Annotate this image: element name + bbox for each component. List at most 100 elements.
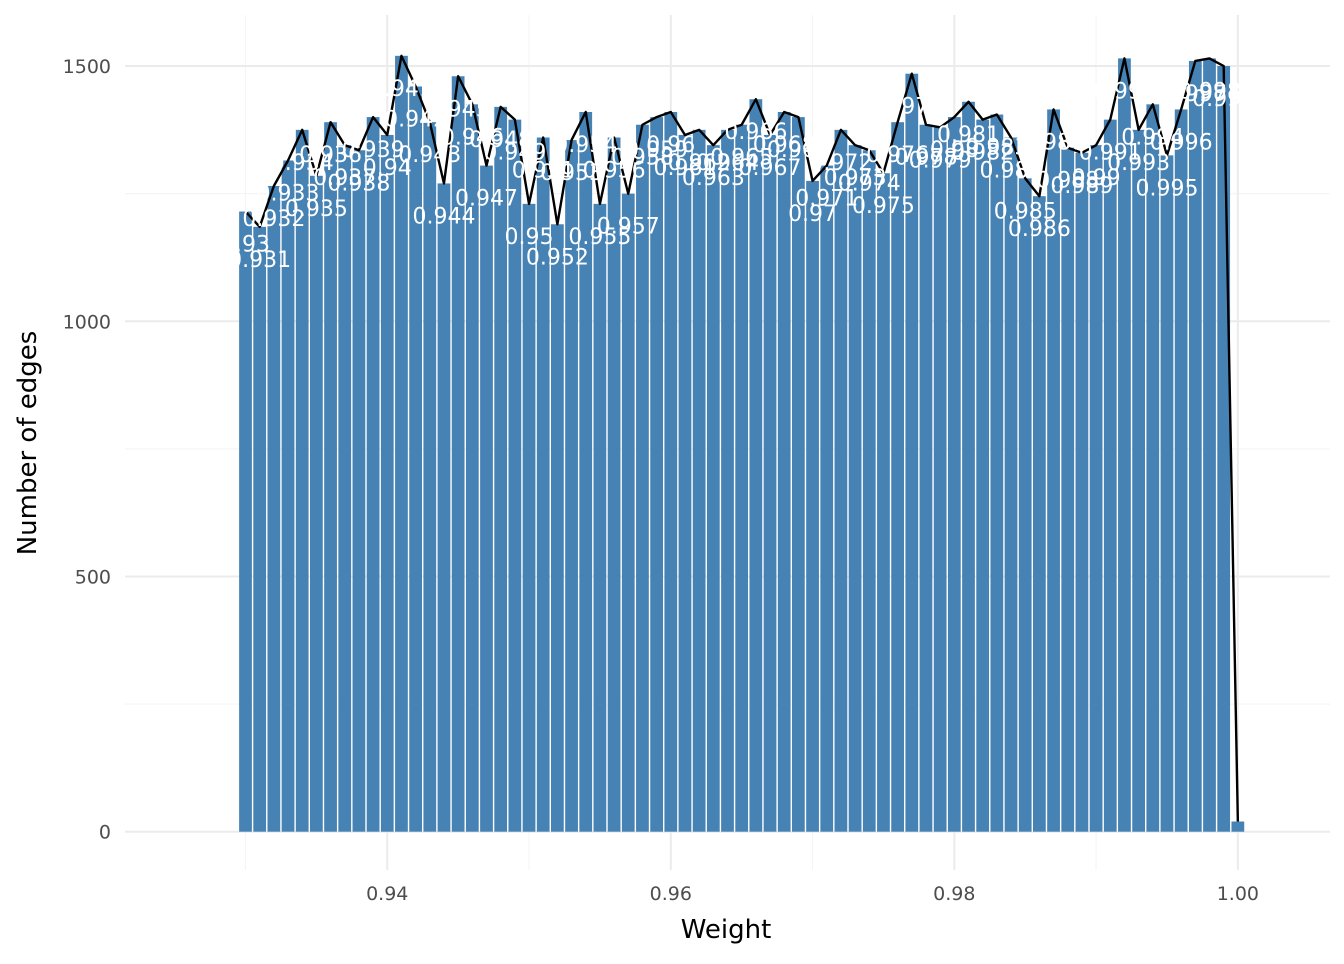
bar	[721, 129, 734, 832]
bar-value-label: 0.997	[1164, 82, 1227, 107]
bar-value-label: 0.983	[965, 136, 1028, 161]
bar	[933, 127, 947, 832]
bar-value-label: 0.972	[809, 151, 872, 176]
bar-value-label: 0.973	[824, 166, 887, 191]
bar-value-label: 0.948	[469, 128, 532, 153]
bar-value-label: 0.991	[1079, 141, 1142, 166]
bar-value-label: 0.999	[1192, 87, 1255, 112]
bar-value-label: 0.971	[795, 187, 858, 212]
bar	[1089, 145, 1103, 832]
trend-line	[244, 54, 1240, 822]
bar	[267, 186, 281, 832]
bar-value-label: 0.985	[994, 199, 1057, 224]
bar-value-label: 0.99	[1072, 166, 1121, 191]
bar-value-label: 0.932	[242, 207, 305, 232]
y-tick-label: 0	[99, 822, 111, 844]
bar-value-label: 0.938	[327, 171, 390, 196]
bar-value-label: 0.987	[1022, 130, 1085, 155]
bar-value-label: 0.969	[767, 138, 830, 163]
bar	[1160, 155, 1174, 832]
bar-value-label: 0.968	[753, 133, 816, 158]
bar-value-label: 0.98	[930, 138, 979, 163]
bar	[494, 106, 508, 832]
bar-value-label: 0.992	[1093, 79, 1156, 104]
bar	[735, 124, 749, 832]
bar	[536, 137, 550, 832]
bar-value-label: 0.947	[455, 187, 518, 212]
bar-value-label: 0.936	[299, 143, 362, 168]
bar-value-label: 0.964	[696, 151, 759, 176]
bar	[1118, 58, 1131, 832]
bar	[324, 122, 337, 832]
bar	[962, 101, 975, 832]
bar-value-label: 0.989	[1050, 174, 1113, 199]
bar	[423, 122, 437, 832]
bar	[621, 193, 635, 832]
bar-value-label: 0.986	[1008, 217, 1071, 242]
bar	[437, 183, 451, 832]
bar	[1033, 196, 1046, 832]
bar-labels-group: 0.930.9310.9320.9330.9340.9350.9360.9370…	[221, 77, 1255, 273]
bar-value-label: 0.945	[427, 97, 490, 122]
bar-value-label: 0.963	[682, 166, 745, 191]
bar	[848, 145, 862, 832]
bar-value-label: 0.976	[866, 143, 929, 168]
bar	[763, 134, 777, 832]
bar-value-label: 0.978	[894, 146, 957, 171]
bar-value-label: 0.988	[1036, 169, 1099, 194]
y-tick-label: 1500	[63, 56, 111, 78]
bar	[636, 124, 649, 832]
bar-value-label: 0.942	[384, 107, 447, 132]
bar	[451, 76, 465, 832]
bar	[593, 203, 607, 832]
bar-value-label: 0.97	[788, 202, 837, 227]
bar	[877, 173, 890, 832]
bar	[678, 134, 692, 832]
bar	[820, 165, 834, 832]
bar	[551, 224, 564, 832]
bar	[380, 134, 394, 832]
bar	[310, 175, 323, 832]
bar	[395, 55, 408, 832]
bar-value-label: 0.935	[285, 197, 348, 222]
bar	[465, 104, 479, 832]
bar-value-label: 0.961	[653, 156, 716, 181]
bar-value-label: 0.93	[221, 233, 270, 258]
bar	[650, 117, 663, 832]
bar	[366, 117, 380, 832]
bar-value-label: 0.956	[583, 159, 646, 184]
bar-value-label: 0.995	[1135, 176, 1198, 201]
bar	[1132, 129, 1145, 832]
bar	[891, 122, 904, 832]
bar-value-label: 0.996	[1150, 130, 1213, 155]
bar	[409, 86, 422, 832]
bar	[990, 114, 1004, 832]
bar	[806, 180, 819, 832]
bar-value-label: 0.931	[228, 248, 291, 273]
bar	[522, 203, 536, 832]
bar-value-label: 0.941	[370, 77, 433, 102]
bar-value-label: 0.967	[739, 156, 802, 181]
y-axis-title: Number of edges	[13, 331, 43, 556]
x-axis-title: Weight	[681, 915, 772, 945]
bar	[1018, 178, 1032, 832]
bar	[565, 140, 578, 832]
bar	[664, 111, 678, 832]
x-tick-label: 1.00	[1217, 883, 1259, 905]
bar-value-label: 0.979	[909, 148, 972, 173]
bar-value-label: 0.934	[271, 151, 334, 176]
bar-value-label: 0.966	[724, 120, 787, 145]
bar-value-label: 0.981	[937, 123, 1000, 148]
bar	[607, 137, 621, 832]
bar-value-label: 0.977	[880, 95, 943, 120]
bar-value-label: 0.951	[512, 159, 575, 184]
bar	[1047, 109, 1060, 832]
bar	[1203, 58, 1216, 832]
bar	[253, 226, 267, 832]
bar-value-label: 0.975	[852, 194, 915, 219]
bar	[1061, 147, 1075, 832]
bar	[338, 145, 352, 832]
bar	[1146, 104, 1160, 832]
